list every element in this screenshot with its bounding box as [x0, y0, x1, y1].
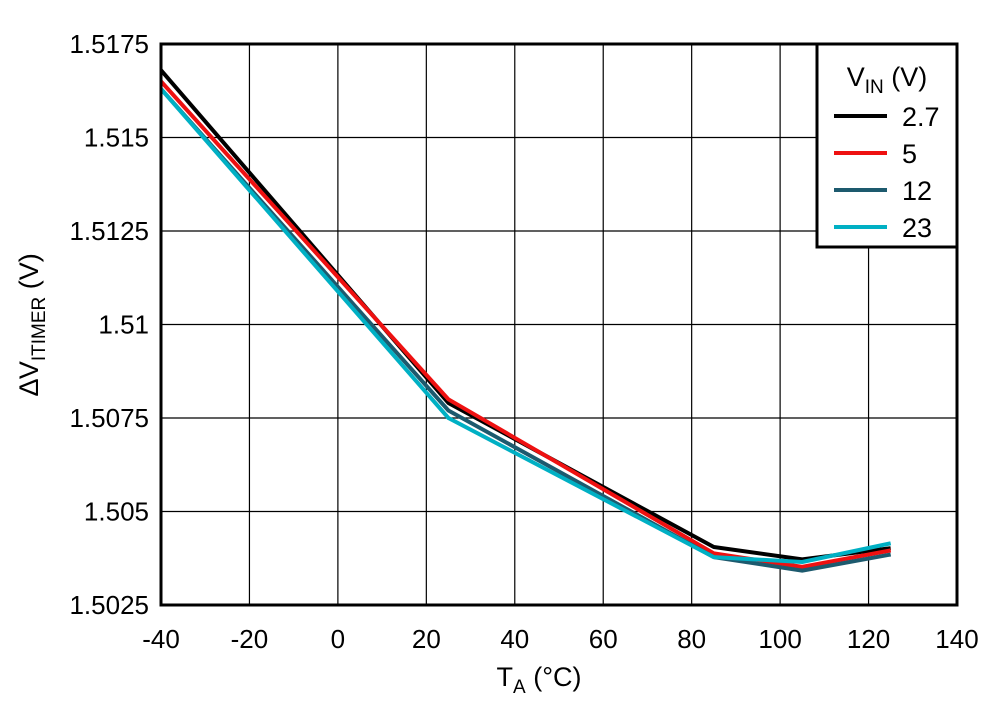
legend-label-23: 23: [902, 213, 932, 243]
x-tick-label: 60: [589, 624, 618, 654]
y-tick-label: 1.5075: [69, 403, 149, 433]
series-line-23: [159, 87, 892, 564]
plot-frame: [159, 42, 959, 607]
x-axis-title: TA (°C): [497, 662, 582, 698]
y-axis-title-prefix: ∆V: [14, 361, 44, 396]
x-axis-title-unit: (°C): [526, 662, 582, 692]
x-axis-title-sub: A: [513, 677, 526, 698]
legend-entries: 2.7 5 12 23: [834, 102, 940, 243]
y-tick-label: 1.51: [98, 310, 149, 340]
series-line-5: [159, 80, 892, 569]
y-tick-label: 1.515: [84, 123, 149, 153]
x-tick-label: 0: [331, 624, 345, 654]
y-axis-title-sub: ITIMER: [29, 297, 50, 361]
series-layer: [159, 68, 892, 573]
legend-title: VIN (V): [847, 62, 928, 98]
legend-title-unit: (V): [884, 62, 928, 92]
legend-label-12: 12: [902, 176, 932, 206]
y-tick-label: 1.505: [84, 497, 149, 527]
legend: VIN (V) 2.7 5 12 23: [815, 42, 959, 249]
legend-title-sub: IN: [865, 77, 884, 98]
y-tick-labels: 1.5025 1.505 1.5075 1.51 1.5125 1.515 1.5175: [69, 29, 149, 620]
x-axis-title-main: T: [497, 662, 514, 692]
x-tick-labels: -40 -20 0 20 40 60 80 100 120 140: [142, 624, 978, 654]
x-tick-label: 80: [677, 624, 706, 654]
legend-title-main: V: [847, 62, 865, 92]
x-tick-label: -40: [142, 624, 180, 654]
x-tick-label: 120: [847, 624, 890, 654]
legend-label-5: 5: [902, 139, 917, 169]
y-tick-label: 1.5175: [69, 29, 149, 59]
y-tick-label: 1.5125: [69, 216, 149, 246]
x-tick-label: 20: [412, 624, 441, 654]
y-axis-title-unit: (V): [14, 253, 44, 297]
x-tick-label: 140: [935, 624, 978, 654]
x-tick-label: 40: [500, 624, 529, 654]
x-tick-label: -20: [231, 624, 269, 654]
y-axis-title: ∆VITIMER (V): [14, 253, 50, 395]
legend-label-2.7: 2.7: [902, 102, 940, 132]
legend-box: [815, 42, 959, 249]
x-tick-label: 100: [758, 624, 801, 654]
y-tick-label: 1.5025: [69, 590, 149, 620]
